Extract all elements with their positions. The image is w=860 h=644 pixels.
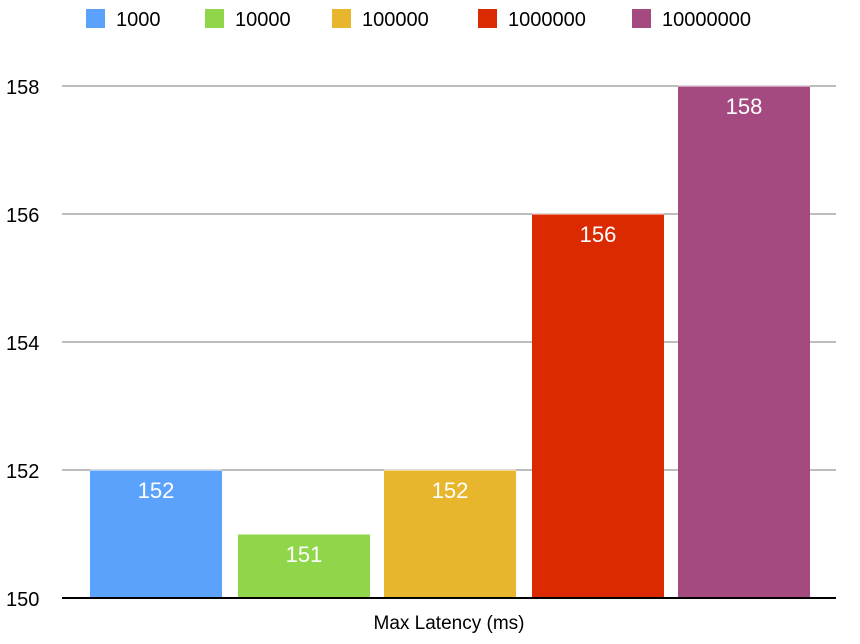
legend-label-1000: 1000 xyxy=(116,9,161,31)
legend-swatch-1000 xyxy=(86,9,105,28)
legend-swatch-10000000 xyxy=(632,9,651,28)
x-axis-label: Max Latency (ms) xyxy=(374,613,525,634)
data-label-1000: 152 xyxy=(138,478,175,503)
bar-1000 xyxy=(90,470,222,598)
bar-10000 xyxy=(238,534,370,598)
y-tick-label-154: 154 xyxy=(6,333,39,355)
y-tick-label-158: 158 xyxy=(6,77,39,99)
y-tick-label-150: 150 xyxy=(6,589,39,611)
data-label-10000: 151 xyxy=(286,542,323,567)
data-label-100000: 152 xyxy=(432,478,469,503)
bar-100000 xyxy=(384,470,516,598)
bar-10000000 xyxy=(678,86,810,598)
legend-label-100000: 100000 xyxy=(362,9,429,31)
bar-1000000 xyxy=(532,214,664,598)
legend-swatch-10000 xyxy=(205,9,224,28)
legend-label-10000: 10000 xyxy=(235,9,291,31)
legend-swatch-100000 xyxy=(332,9,351,28)
legend-label-1000000: 1000000 xyxy=(508,9,586,31)
legend-label-10000000: 10000000 xyxy=(662,9,751,31)
y-tick-label-156: 156 xyxy=(6,205,39,227)
y-tick-label-152: 152 xyxy=(6,461,39,483)
legend-swatch-1000000 xyxy=(478,9,497,28)
data-label-10000000: 158 xyxy=(726,94,763,119)
data-label-1000000: 156 xyxy=(580,222,617,247)
